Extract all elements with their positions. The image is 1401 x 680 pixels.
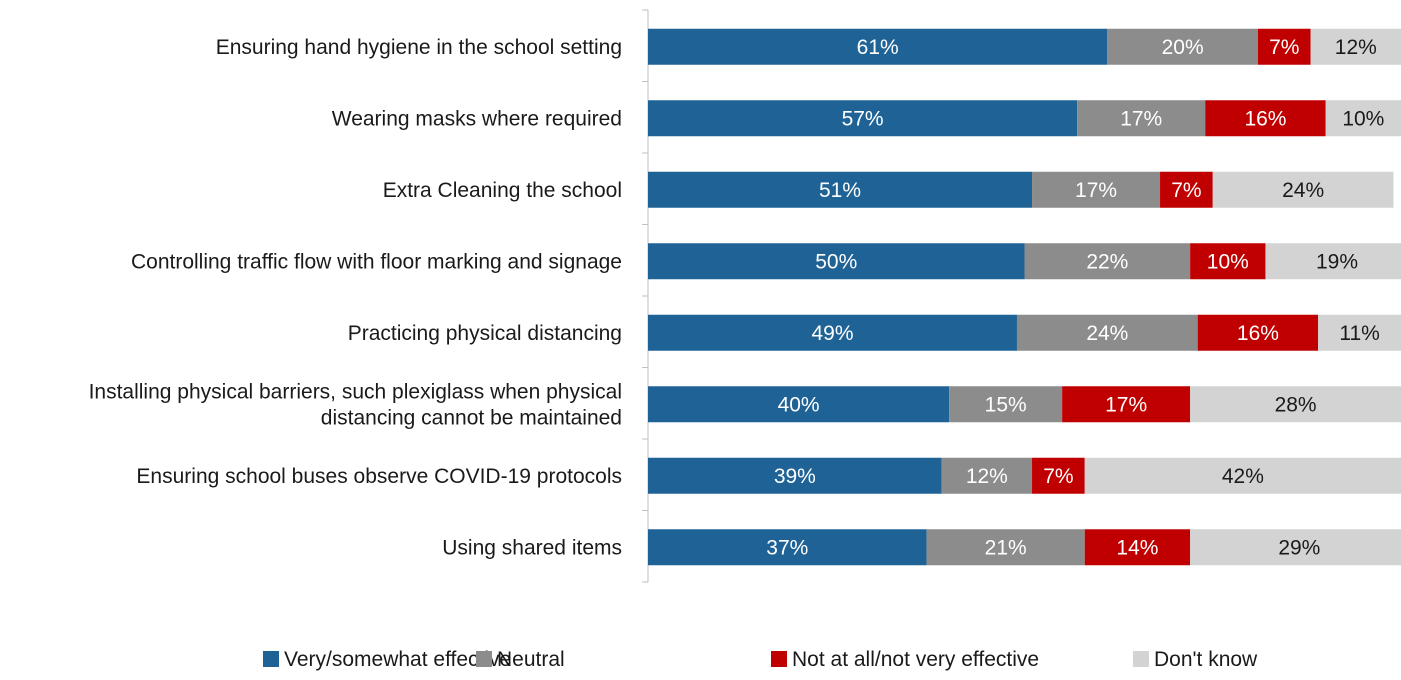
bar-segment: [1205, 100, 1326, 137]
data-label: 22%: [1086, 250, 1128, 273]
legend-swatch: [771, 651, 787, 667]
bar-segment: [1032, 457, 1085, 494]
data-label: 20%: [1162, 36, 1204, 59]
data-label: 10%: [1342, 107, 1384, 130]
bar-segment: [1212, 171, 1394, 208]
bar-segment: [648, 100, 1078, 137]
bar-segment: [648, 457, 942, 494]
category-label: Using shared items: [442, 536, 622, 559]
bar-segment: [1107, 28, 1258, 65]
category-label: Wearing masks where required: [332, 107, 622, 130]
category-label: Extra Cleaning the school: [383, 179, 622, 202]
data-label: 11%: [1339, 322, 1379, 345]
legend-label: Very/somewhat effective: [284, 648, 511, 671]
data-label: 15%: [985, 393, 1027, 416]
bar-segment: [648, 386, 950, 423]
category-label: Controlling traffic flow with floor mark…: [131, 250, 622, 273]
bar-segment: [1032, 171, 1161, 208]
data-label: 24%: [1282, 179, 1324, 202]
bar-segment: [1077, 100, 1206, 137]
bar-segment: [648, 171, 1033, 208]
legend-swatch: [1133, 651, 1149, 667]
bar-segment: [1190, 243, 1266, 280]
data-label: 14%: [1116, 536, 1158, 559]
data-label: 17%: [1105, 393, 1147, 416]
bar-segment: [1310, 28, 1401, 65]
legend-swatch: [263, 651, 279, 667]
bar-segment: [1062, 386, 1191, 423]
data-label: 40%: [778, 393, 820, 416]
bar-segment: [1190, 529, 1401, 566]
data-label: 16%: [1244, 107, 1286, 130]
bar-segment: [648, 28, 1108, 65]
data-label: 42%: [1222, 465, 1264, 488]
bar-segment: [1084, 457, 1401, 494]
bar-segment: [1325, 100, 1401, 137]
data-label: 39%: [774, 465, 816, 488]
data-label: 61%: [857, 36, 899, 59]
bar-segment: [1084, 529, 1191, 566]
bar-segment: [1160, 171, 1213, 208]
category-labels: Ensuring hand hygiene in the school sett…: [89, 36, 622, 560]
data-label: 17%: [1075, 179, 1117, 202]
bar-segment: [648, 529, 927, 566]
data-label: 12%: [1335, 36, 1377, 59]
bar-segment: [1265, 243, 1401, 280]
legend-label: Neutral: [497, 648, 565, 671]
data-label: 7%: [1043, 465, 1073, 488]
bar-segment: [1257, 28, 1311, 65]
legend-label: Not at all/not very effective: [792, 648, 1039, 671]
data-label: 21%: [985, 536, 1027, 559]
bar-segment: [1197, 314, 1319, 351]
data-label: 49%: [811, 322, 853, 345]
data-label: 24%: [1086, 322, 1128, 345]
category-label: Ensuring school buses observe COVID-19 p…: [136, 465, 622, 488]
bar-segment: [1016, 314, 1198, 351]
category-label: Installing physical barriers, such plexi…: [89, 380, 622, 429]
y-axis-ticks: [642, 9, 648, 583]
category-label: Practicing physical distancing: [348, 322, 622, 345]
bar-segment: [1024, 243, 1191, 280]
data-label: 7%: [1269, 36, 1299, 59]
data-label: 50%: [815, 250, 857, 273]
bar-segment: [926, 529, 1085, 566]
data-label: 29%: [1278, 536, 1320, 559]
data-label: 51%: [819, 179, 861, 202]
data-label: 12%: [966, 465, 1008, 488]
data-label: 7%: [1171, 179, 1201, 202]
bar-segment: [941, 457, 1033, 494]
bar-segment: [648, 243, 1025, 280]
bar-segment: [1318, 314, 1401, 351]
bar-segment: [1190, 386, 1401, 423]
data-label: 17%: [1120, 107, 1162, 130]
data-label: 19%: [1316, 250, 1358, 273]
bars: 61% 20% 7% 12% 57% 17% 16% 10% 51% 17% 7% 24% 50% 22%…: [648, 28, 1401, 566]
data-label: 28%: [1275, 393, 1317, 416]
category-label: Ensuring hand hygiene in the school sett…: [216, 36, 622, 59]
legend-swatch: [476, 651, 492, 667]
data-label: 16%: [1237, 322, 1279, 345]
bar-segment: [648, 314, 1017, 351]
data-label: 57%: [842, 107, 884, 130]
data-label: 37%: [766, 536, 808, 559]
bar-segment: [949, 386, 1063, 423]
legend-label: Don't know: [1154, 648, 1258, 671]
data-label: 10%: [1207, 250, 1249, 273]
